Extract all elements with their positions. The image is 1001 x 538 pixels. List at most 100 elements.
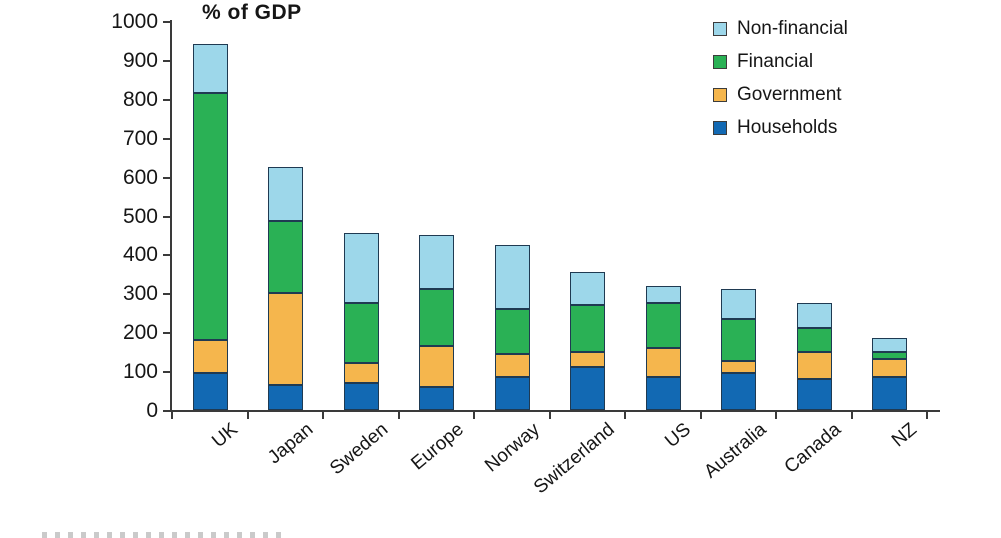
segment-government-europe <box>419 345 454 387</box>
segment-government-japan <box>268 293 303 385</box>
y-tick-label: 400 <box>122 243 158 267</box>
y-tick <box>163 293 170 296</box>
y-tick-label: 100 <box>122 360 158 384</box>
segment-non-financial-canada <box>796 303 832 329</box>
y-tick <box>163 410 170 412</box>
x-category-label-us: US <box>660 419 695 453</box>
y-tick-label: 300 <box>122 282 158 306</box>
chart-title: % of GDP <box>202 1 302 24</box>
segment-financial-australia <box>721 318 756 362</box>
legend-item-financial: Financial <box>713 45 848 78</box>
x-tick <box>850 412 853 419</box>
x-category-label-uk: UK <box>207 419 242 453</box>
segment-households-norway <box>494 376 530 410</box>
x-category-label-switzerland: Switzerland <box>530 419 619 499</box>
segment-households-nz <box>872 376 907 410</box>
segment-non-financial-us <box>645 285 681 304</box>
segment-government-norway <box>494 353 530 377</box>
legend-item-households: Households <box>713 111 848 144</box>
x-tick <box>171 412 173 419</box>
y-tick <box>163 98 170 101</box>
x-category-label-australia: Australia <box>699 419 770 483</box>
x-tick <box>775 412 777 419</box>
segment-financial-norway <box>494 308 530 354</box>
cropped-caption-fragment <box>42 532 285 538</box>
segment-financial-japan <box>268 221 303 294</box>
x-tick <box>246 412 249 419</box>
legend-swatch-icon <box>713 120 727 135</box>
legend-swatch-icon <box>713 54 727 69</box>
segment-non-financial-norway <box>494 244 530 309</box>
x-tick <box>473 412 475 419</box>
legend-label: Non-financial <box>737 17 848 39</box>
legend-swatch-icon <box>713 21 727 36</box>
legend-item-government: Government <box>713 78 848 111</box>
x-axis-line <box>166 410 940 412</box>
y-tick <box>163 371 170 374</box>
x-category-label-sweden: Sweden <box>326 419 393 480</box>
x-category-label-japan: Japan <box>263 419 317 469</box>
x-category-label-canada: Canada <box>781 419 846 478</box>
x-category-label-europe: Europe <box>407 419 468 475</box>
segment-financial-us <box>645 303 681 348</box>
segment-households-switzerland <box>570 367 605 410</box>
y-tick <box>163 21 170 23</box>
segment-government-switzerland <box>570 351 605 368</box>
y-tick <box>163 176 170 179</box>
legend-item-non-financial: Non-financial <box>713 12 848 45</box>
segment-financial-uk <box>192 92 228 340</box>
y-tick <box>163 137 170 140</box>
segment-households-us <box>645 376 681 410</box>
segment-households-europe <box>419 386 454 410</box>
y-tick-label: 1000 <box>111 10 158 33</box>
segment-financial-canada <box>796 328 832 352</box>
segment-households-canada <box>796 378 832 410</box>
y-tick <box>163 332 170 335</box>
x-tick <box>926 412 928 419</box>
y-tick-label: 900 <box>122 48 158 72</box>
legend-label: Government <box>737 83 842 105</box>
segment-non-financial-australia <box>721 289 756 319</box>
x-tick <box>624 412 626 419</box>
segment-non-financial-switzerland <box>570 271 605 305</box>
segment-government-canada <box>796 351 832 379</box>
y-tick-label: 600 <box>122 165 158 189</box>
segment-households-australia <box>721 373 756 410</box>
x-tick <box>397 412 400 419</box>
segment-financial-europe <box>419 289 454 346</box>
x-tick <box>322 412 324 419</box>
segment-households-japan <box>268 384 303 410</box>
segment-government-australia <box>721 361 756 374</box>
y-tick-label: 700 <box>122 126 158 150</box>
segment-financial-nz <box>872 351 907 360</box>
segment-non-financial-uk <box>192 44 228 93</box>
segment-government-nz <box>872 359 907 377</box>
y-tick-label: 800 <box>122 87 158 111</box>
y-tick <box>163 254 170 257</box>
x-tick <box>699 412 702 419</box>
segment-government-us <box>645 347 681 377</box>
x-category-label-nz: NZ <box>888 419 921 452</box>
y-tick <box>163 59 170 62</box>
segment-households-uk <box>192 373 228 410</box>
segment-non-financial-europe <box>419 234 454 290</box>
y-tick-label: 500 <box>122 204 158 228</box>
y-tick-label: 200 <box>122 321 158 345</box>
segment-non-financial-nz <box>872 338 907 352</box>
segment-non-financial-japan <box>268 166 303 222</box>
segment-government-sweden <box>343 363 379 383</box>
segment-households-sweden <box>343 382 379 410</box>
segment-government-uk <box>192 339 228 374</box>
x-tick <box>548 412 551 419</box>
y-tick-label: 0 <box>146 399 158 422</box>
y-axis-line <box>170 20 172 412</box>
segment-financial-sweden <box>343 303 379 364</box>
segment-non-financial-sweden <box>343 233 379 304</box>
legend-swatch-icon <box>713 87 727 102</box>
legend-label: Households <box>737 116 838 138</box>
legend: Non-financial Financial Government Househol… <box>713 12 848 144</box>
x-category-label-norway: Norway <box>480 419 544 477</box>
legend-label: Financial <box>737 50 814 72</box>
y-tick <box>163 215 170 218</box>
